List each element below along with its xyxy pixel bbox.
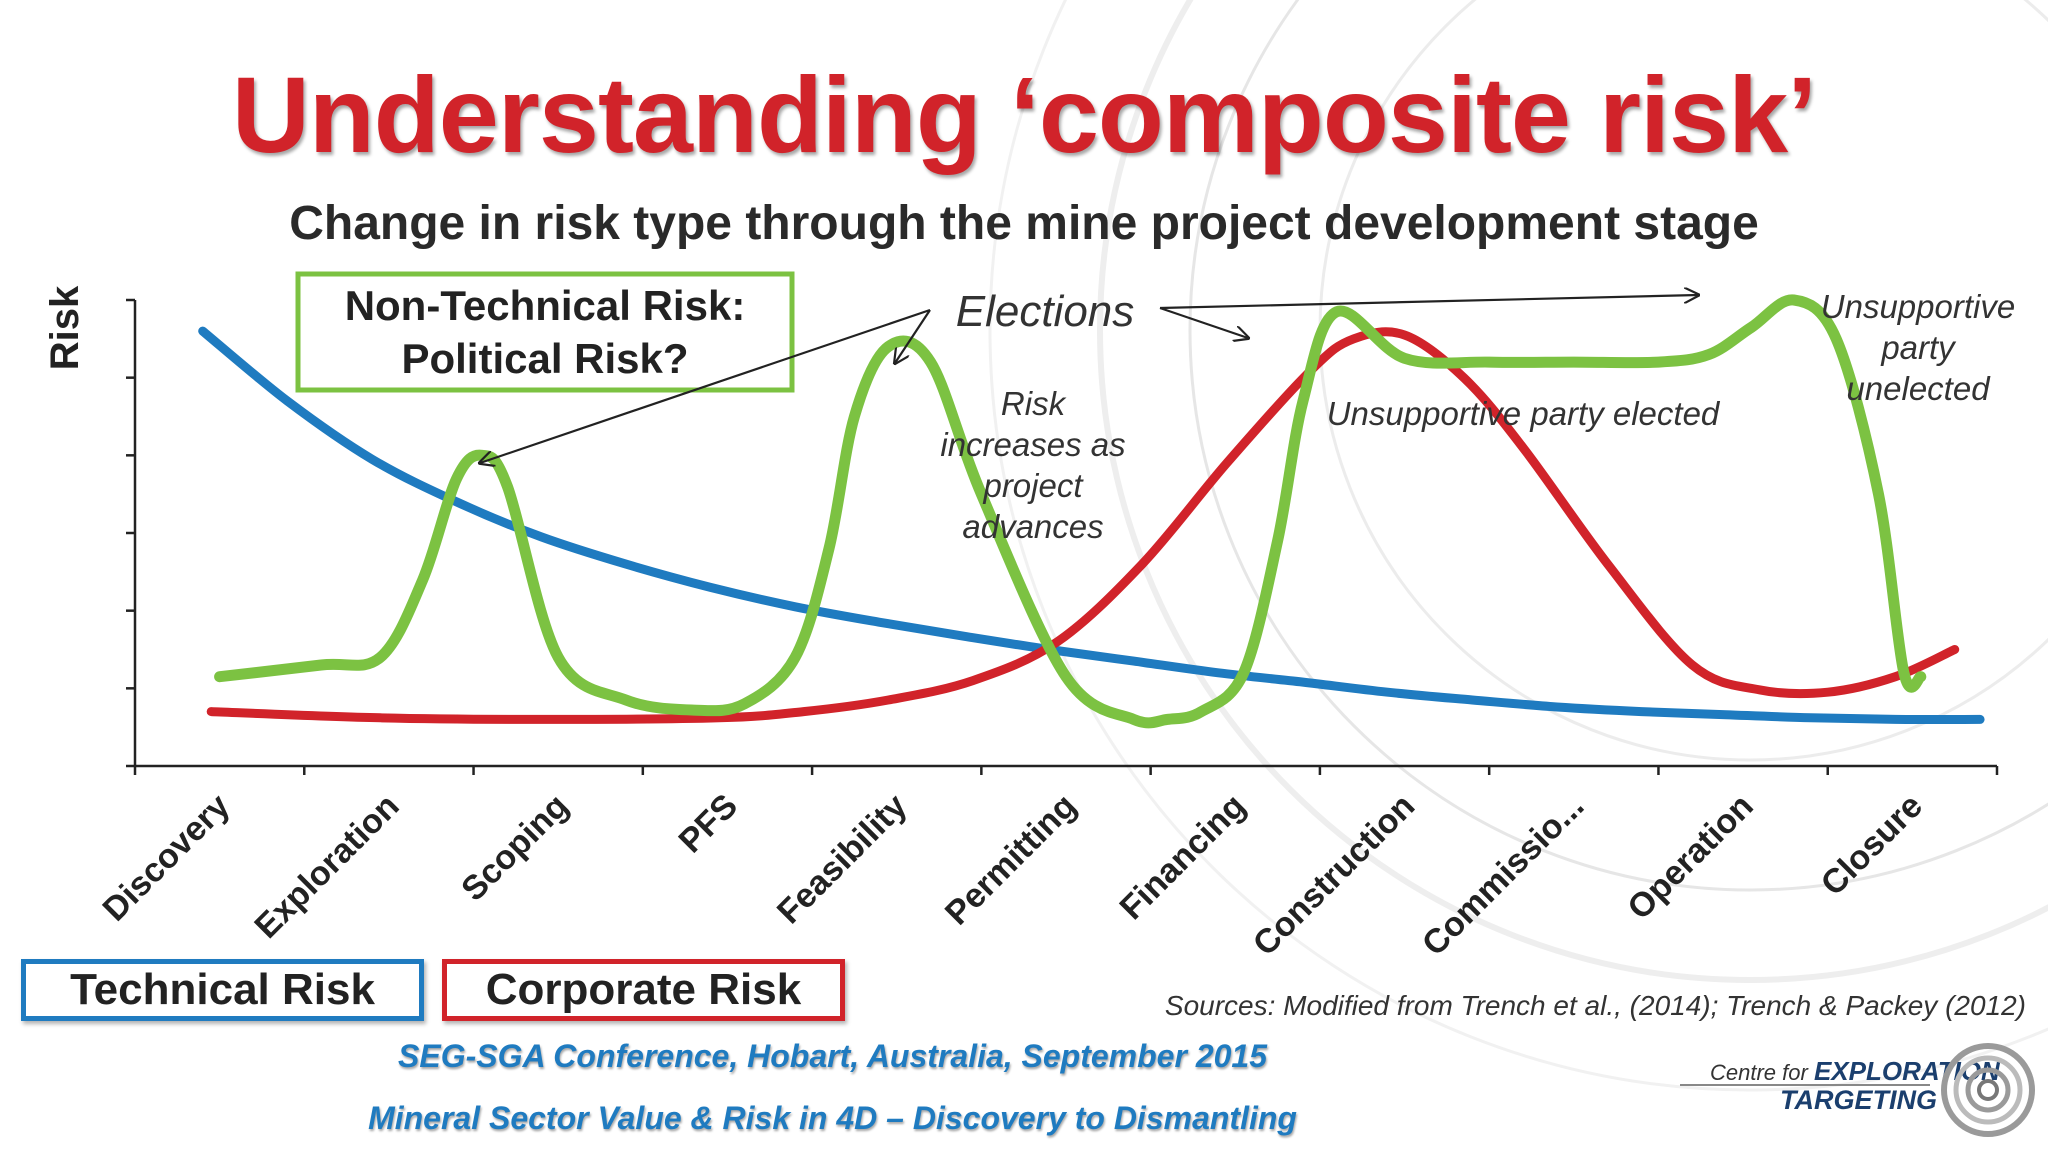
party-unelected-label: unelected: [1846, 370, 1991, 407]
x-tick-label: Operation: [1620, 787, 1760, 927]
conference-line-1: SEG-SGA Conference, Hobart, Australia, S…: [398, 1038, 1267, 1074]
risk-increases-label: advances: [962, 508, 1103, 545]
page-subtitle: Change in risk type through the mine pro…: [289, 197, 1759, 250]
x-tick-label: Permitting: [938, 787, 1084, 933]
legend-corporate-risk: Corporate Risk: [442, 959, 845, 1021]
series-corporate-risk: [206, 327, 1960, 724]
political-risk-label: Political Risk?: [401, 335, 688, 382]
page-title: Understanding ‘composite risk’: [231, 54, 1817, 175]
series-technical-risk: [198, 326, 1985, 725]
election-arrow: [1159, 306, 1248, 338]
risk-increases-label: project: [982, 467, 1084, 504]
risk-increases-label: Risk: [1001, 385, 1067, 422]
political-risk-box: [295, 271, 795, 393]
legend-technical-risk: Technical Risk: [21, 959, 424, 1021]
target-logo-icon: [1941, 1043, 2035, 1137]
party-elected-label: Unsupportive party elected: [1327, 395, 1721, 432]
y-axis-label: Risk: [43, 285, 87, 370]
election-arrow: [895, 309, 931, 363]
series-political-risk: [214, 294, 1927, 729]
x-tick-label: Commissio...: [1415, 787, 1592, 964]
x-tick-label: Discovery: [95, 787, 237, 929]
party-unelected-label: Unsupportive: [1821, 288, 2015, 325]
risk-increases-label: increases as: [940, 426, 1125, 463]
elections-label: Elections: [956, 287, 1135, 336]
election-arrow: [1159, 295, 1698, 310]
logo-prefix: Centre for: [1710, 1060, 1808, 1085]
sources-note: Sources: Modified from Trench et al., (2…: [1164, 990, 2026, 1021]
conference-line-2: Mineral Sector Value & Risk in 4D – Disc…: [368, 1100, 1297, 1136]
election-arrow: [480, 308, 931, 463]
logo-rule: [1680, 1084, 1930, 1086]
x-tick-label: Exploration: [247, 787, 406, 946]
x-tick-label: PFS: [671, 787, 745, 861]
x-tick-label: Construction: [1246, 787, 1422, 963]
x-tick-label: Feasibility: [770, 787, 915, 932]
logo-line-2: TARGETING: [1780, 1085, 1937, 1115]
party-unelected-label: party: [1880, 329, 1957, 366]
political-risk-label: Non-Technical Risk:: [345, 282, 746, 329]
x-tick-label: Closure: [1814, 787, 1930, 903]
centre-logo: Centre for EXPLORATION TARGETING: [1680, 1040, 2040, 1145]
x-tick-label: Financing: [1113, 787, 1253, 927]
x-tick-label: Scoping: [454, 787, 576, 909]
